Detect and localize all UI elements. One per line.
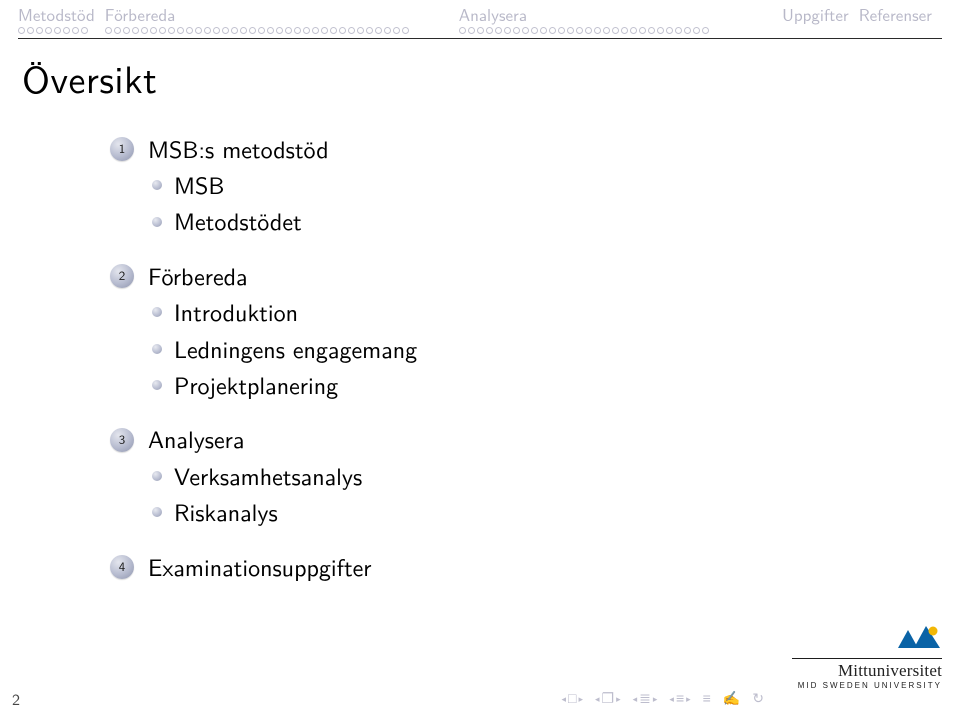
outline-subsection[interactable]: Metodstödet	[152, 205, 960, 237]
logo-subtitle: MID SWEDEN UNIVERSITY	[792, 681, 942, 690]
subsection-label: Riskanalys	[174, 496, 278, 528]
outline-subsection[interactable]: Introduktion	[152, 296, 960, 328]
section-label: MSB:s metodstöd	[148, 133, 329, 165]
section-number-ball: 3	[110, 428, 134, 452]
subsection-bullet	[152, 307, 162, 317]
page-number: 2	[12, 687, 20, 710]
outline-subsection[interactable]: MSB	[152, 169, 960, 201]
nav-label: Referenser	[859, 6, 932, 25]
nav-section-0[interactable]: Metodstöd	[18, 6, 95, 34]
nav-search-icon[interactable]: ↻	[752, 688, 764, 708]
outline-section[interactable]: 3 Analysera	[110, 423, 960, 455]
subsection-bullet	[152, 380, 162, 390]
subsection-label: MSB	[174, 169, 224, 201]
subsection-bullet	[152, 344, 162, 354]
section-navbar: Metodstöd Förbereda Analysera Uppgifter Refe…	[0, 0, 960, 36]
nav-frame[interactable]: ◂❐▸	[595, 688, 621, 708]
subsection-bullet	[152, 180, 162, 190]
outline-section[interactable]: 2 Förbereda	[110, 260, 960, 292]
outline-subsection[interactable]: Verksamhetsanalys	[152, 460, 960, 492]
section-number-ball: 2	[110, 264, 134, 288]
nav-appendix-icon[interactable]: ≡	[703, 688, 711, 708]
subsection-bullet	[152, 471, 162, 481]
nav-section[interactable]: ◂≡▸	[669, 688, 690, 708]
nav-section-3[interactable]: Uppgifter	[782, 6, 849, 25]
nav-section-4[interactable]: Referenser	[859, 6, 932, 25]
outline: 1 MSB:s metodstöd MSB Metodstödet 2 Förbereda…	[0, 105, 960, 583]
section-label: Examinationsuppgifter	[148, 551, 372, 583]
nav-progress-dots	[18, 27, 95, 34]
outline-subsection[interactable]: Projektplanering	[152, 369, 960, 401]
subsection-bullet	[152, 507, 162, 517]
nav-progress-dots	[105, 27, 409, 34]
outline-section[interactable]: 4 Examinationsuppgifter	[110, 551, 960, 583]
nav-label: Uppgifter	[782, 6, 849, 25]
nav-back-icon[interactable]: ✍	[723, 688, 740, 708]
section-number-ball: 1	[110, 137, 134, 161]
frame-title: Översikt	[0, 39, 960, 105]
subsection-label: Projektplanering	[174, 369, 338, 401]
beamer-nav-symbols[interactable]: ◂□▸ ◂❐▸ ◂≣▸ ◂≡▸ ≡ ✍ ↻	[561, 688, 764, 708]
subsection-bullet	[152, 217, 162, 227]
nav-label: Analysera	[459, 6, 709, 25]
nav-label: Förbereda	[105, 6, 409, 25]
section-label: Analysera	[148, 423, 244, 455]
section-label: Förbereda	[148, 260, 248, 292]
subsection-label: Verksamhetsanalys	[174, 460, 362, 492]
nav-slide[interactable]: ◂□▸	[561, 688, 583, 708]
subsection-label: Introduktion	[174, 296, 298, 328]
logo-mark-icon	[896, 624, 942, 654]
section-number-ball: 4	[110, 555, 134, 579]
outline-subsection[interactable]: Riskanalys	[152, 496, 960, 528]
subsection-label: Metodstödet	[174, 205, 302, 237]
university-logo: Mittuniversitet MID SWEDEN UNIVERSITY	[792, 624, 942, 690]
nav-section-1[interactable]: Förbereda	[105, 6, 409, 34]
outline-subsection[interactable]: Ledningens engagemang	[152, 333, 960, 365]
outline-section[interactable]: 1 MSB:s metodstöd	[110, 133, 960, 165]
subsection-label: Ledningens engagemang	[174, 333, 417, 365]
nav-subsection[interactable]: ◂≣▸	[633, 688, 658, 708]
nav-section-2[interactable]: Analysera	[459, 6, 709, 34]
nav-label: Metodstöd	[18, 6, 95, 25]
nav-progress-dots	[459, 27, 709, 34]
logo-title: Mittuniversitet	[792, 661, 942, 681]
